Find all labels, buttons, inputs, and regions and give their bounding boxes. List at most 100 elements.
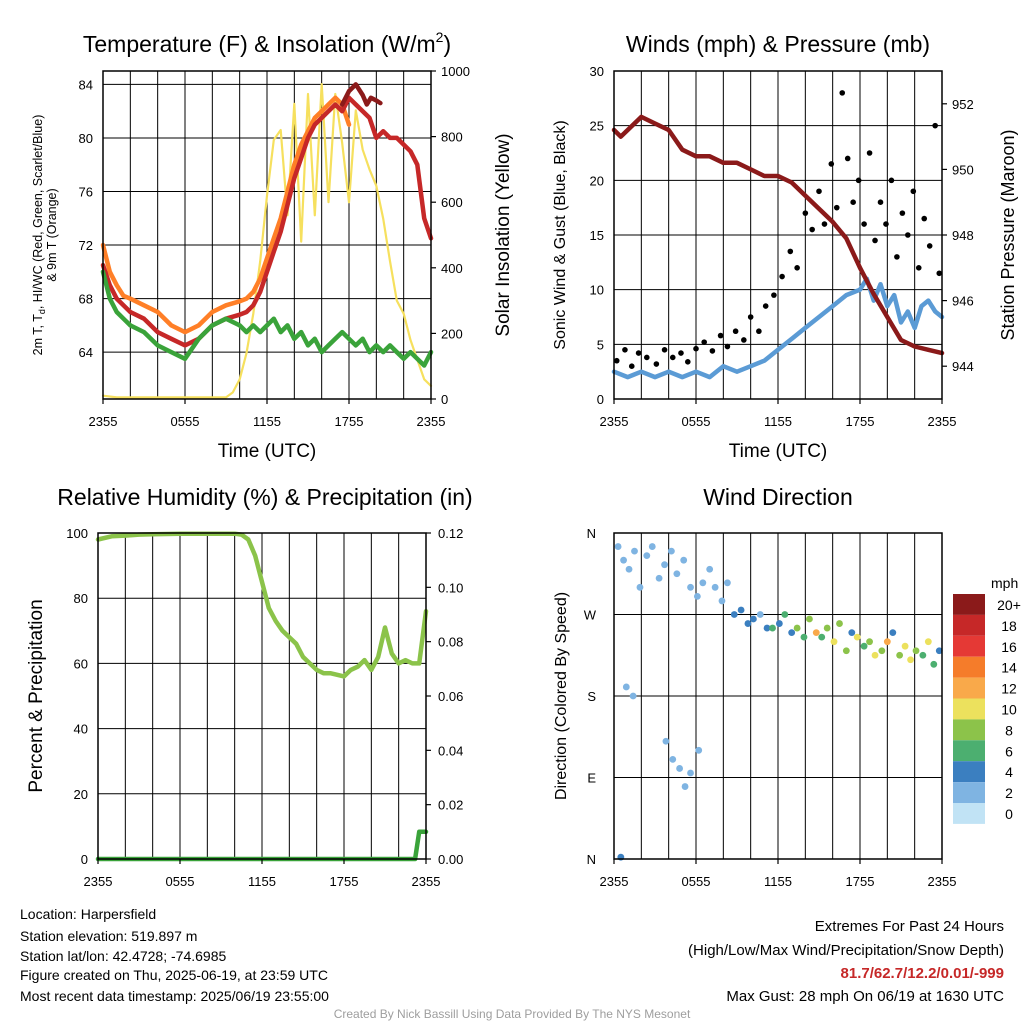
temperature-right-tick: 200 [441,326,463,341]
humidity-right-tick: 0.00 [438,852,463,867]
elevation-line: Station elevation: 519.897 m [20,928,198,944]
winds-gust-point [915,265,922,271]
winds-right-tick: 948 [952,228,974,243]
wind-direction-tick-labels: 2355 0555 1155 1755 2355 N E S W N [584,526,957,889]
location-line: Location: Harpersfield [20,906,157,922]
winds-gust-point [872,237,878,244]
temperature-y-tick: 68 [79,292,93,307]
winds-gust-point [613,357,620,364]
winds-y-tick: 5 [597,337,604,352]
winds-gust-point [877,199,884,205]
wind-direction-point [896,651,904,659]
wind-direction-point [673,570,681,578]
wind-direction-point [907,656,914,664]
wind-direction-y-tick: N [587,526,596,541]
temperature-y-tick: 72 [79,238,93,253]
winds-gust-point [724,343,731,350]
winds-right-tick: 944 [952,359,974,374]
temperature-x-axis-label: Time (UTC) [218,441,317,462]
recent-data-line: Most recent data timestamp: 2025/06/19 2… [20,988,329,1004]
speed-legend-swatch [953,782,985,803]
humidity-x-tick: 1155 [248,874,276,889]
speed-legend-swatch [953,614,985,636]
winds-panel-title: Winds (mph) & Pressure (mb) [626,31,930,57]
winds-y-tick: 10 [590,283,604,298]
credit-line: Created By Nick Bassill Using Data Provi… [333,1007,691,1021]
winds-gust-point [709,348,716,354]
winds-gust-point [828,161,835,167]
wind-direction-point [800,633,808,641]
winds-gust-point [883,221,889,227]
humidity-y-axis-label: Percent & Precipitation [26,599,47,792]
wind-direction-point [668,547,675,555]
speed-legend-label: 0 [1005,806,1013,822]
speed-legend-swatch [953,677,985,699]
speed-legend-swatch [953,698,985,720]
humidity-y-tick: 20 [74,787,88,802]
speed-legend-title: mph [991,575,1018,591]
temperature-tick-labels: 2355 0555 1155 1755 2355 64 68 72 76 80 84 0 200 400 6… [79,64,470,429]
wind-direction-x-tick: 2355 [600,874,629,889]
winds-series-line [611,114,945,356]
wind-direction-point [830,638,838,646]
winds-gust-point [794,265,800,271]
wind-direction-y-tick: W [584,608,597,623]
wind-direction-point [744,620,752,627]
temperature-right-tick: 800 [441,130,463,145]
wind-direction-panel-title: Wind Direction [703,484,853,510]
wind-direction-point [848,629,856,637]
humidity-y-tick: 80 [74,591,88,606]
winds-gust-point [888,177,895,184]
speed-legend-swatch [953,761,985,783]
wind-direction-point [711,583,719,591]
wind-direction-point [842,647,850,655]
wind-direction-point [648,543,656,550]
temperature-x-tick: 0555 [171,414,200,429]
wind-direction-point [871,651,879,659]
wind-direction-point [818,633,826,641]
temperature-series-line [100,95,434,348]
wind-direction-point [620,556,627,564]
speed-legend: 20+ 18 16 14 12 10 8 6 4 2 0 [953,594,1021,824]
temperature-y-tick: 80 [79,131,93,146]
wind-direction-point [878,647,886,655]
speed-legend-label: 12 [1001,681,1017,697]
wind-direction-y-tick: E [587,771,596,786]
wind-direction-point [687,769,694,777]
winds-x-tick: 1155 [764,414,792,429]
winds-y-tick: 20 [590,173,604,188]
humidity-y-tick: 40 [74,722,88,737]
winds-right-tick: 946 [952,294,974,309]
wind-direction-point [836,620,843,627]
wind-direction-point [919,651,927,659]
winds-x-tick: 2355 [600,414,629,429]
wind-direction-point [781,611,789,618]
temperature-y-axis-label-line2: & 9m T (Orange) [45,188,59,281]
humidity-right-tick: 0.08 [438,635,463,650]
winds-gust-point [910,188,917,195]
winds-gust-point [839,90,846,96]
speed-legend-swatch [953,740,985,762]
speed-legend-swatch [953,656,985,678]
max-gust-line: Max Gust: 28 mph On 06/19 at 1630 UTC [726,988,1004,1005]
wind-direction-point [737,606,745,614]
humidity-y-tick: 60 [74,656,88,671]
winds-gust-point [850,199,856,205]
latlon-line: Station lat/lon: 42.4728; -74.6985 [20,948,227,964]
wind-direction-x-tick: 2355 [928,874,957,889]
wind-direction-point [625,565,633,573]
temperature-panel-title: Temperature (F) & Insolation (W/m2) [83,29,451,57]
temperature-right-tick: 1000 [441,64,470,79]
speed-legend-label: 20+ [997,597,1021,613]
winds-gust-point [653,361,660,367]
temperature-y-tick: 76 [79,184,93,199]
winds-gust-point [741,337,747,343]
winds-gust-point [747,314,754,320]
humidity-right-tick: 0.04 [438,743,463,758]
humidity-panel-title: Relative Humidity (%) & Precipitation (i… [57,484,472,510]
winds-gust-point [833,204,840,211]
winds-gust-point [779,273,785,280]
winds-gust-point [717,332,724,339]
wind-direction-point [889,629,897,637]
winds-gust-point [921,215,928,222]
